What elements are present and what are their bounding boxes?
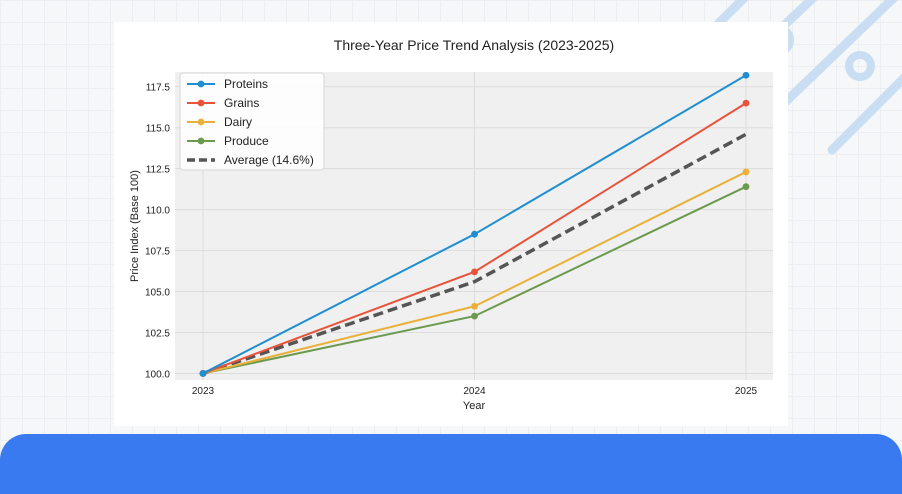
x-tick-label: 2025 [735,386,758,397]
data-point [471,302,478,310]
legend-marker [197,80,205,88]
data-point [742,183,750,191]
series-line-average [202,132,747,376]
legend-label: Average (14.6%) [224,153,314,167]
data-point [471,312,478,320]
y-tick-label: 117.5 [146,83,171,94]
x-tick-label: 2023 [192,386,215,397]
x-tick-label: 2024 [463,386,486,397]
legend-box [179,72,325,171]
legend-marker [197,99,205,107]
data-point [471,268,478,276]
legend-label: Proteins [224,77,268,91]
data-point [742,168,750,176]
y-axis-label: Price Index (Base 100) [129,170,141,282]
y-tick-label: 102.5 [145,328,170,339]
data-point [742,99,750,107]
x-axis-label: Year [463,400,486,412]
bottom-blue-panel [0,434,902,494]
legend-marker [197,118,205,126]
legend-label: Produce [224,134,269,148]
y-tick-label: 107.5 [145,247,170,258]
legend-label: Grains [224,96,259,110]
line-chart: 100.0 102.5 105.0 107.5 110.0 112.5 115.0 117.5… [129,37,773,412]
y-tick-label: 112.5 [146,165,171,176]
data-point [742,71,750,79]
y-tick-label: 100.0 [145,369,170,380]
legend-label: Dairy [224,115,252,129]
chart-card: 100.0 102.5 105.0 107.5 110.0 112.5 115.0 117.5… [114,22,788,426]
y-tick-label: 115.0 [146,124,171,135]
legend-marker [197,137,205,145]
data-point [199,370,207,377]
y-tick-label: 110.0 [146,206,171,217]
y-tick-label: 105.0 [145,288,170,299]
data-point [471,230,478,238]
chart-title: Three-Year Price Trend Analysis (2023-20… [334,37,614,53]
legend: Proteins Grains Dairy Produce Average (14.6%… [179,72,325,171]
